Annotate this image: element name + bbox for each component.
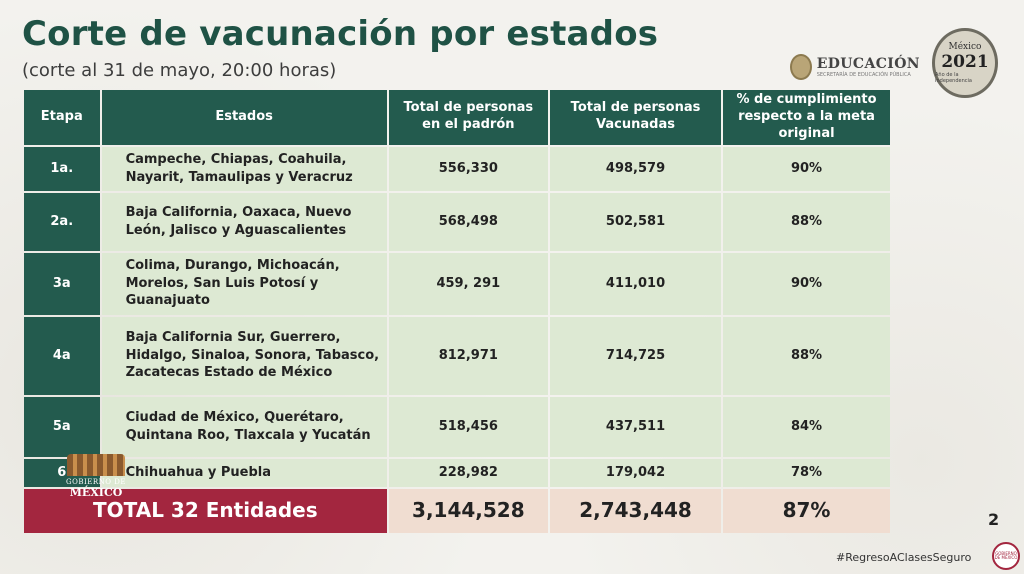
cell-pct: 84%	[723, 396, 890, 457]
gobierno-round-logo: GOBIERNO DE MÉXICO	[992, 542, 1020, 570]
cell-vacunadas: 437,511	[549, 396, 722, 457]
table-row: 5a Ciudad de México, Querétaro, Quintana…	[24, 396, 890, 457]
cell-etapa: 3a	[24, 252, 100, 315]
year-logo-year: 2021	[941, 52, 989, 72]
cell-estados: Campeche, Chiapas, Coahuila, Nayarit, Ta…	[101, 146, 387, 191]
cell-estados: Chihuahua y Puebla	[101, 458, 387, 487]
gobierno-line2: MÉXICO	[69, 486, 123, 499]
total-padron: 3,144,528	[388, 488, 548, 533]
total-pct: 87%	[723, 488, 890, 533]
cell-pct: 78%	[723, 458, 890, 487]
cell-etapa: 1a.	[24, 146, 100, 191]
table-total-row: TOTAL 32 Entidades 3,144,528 2,743,448 8…	[24, 488, 890, 533]
cell-padron: 812,971	[388, 316, 548, 395]
table-row: 3a Colima, Durango, Michoacán, Morelos, …	[24, 252, 890, 315]
year-logo-country: México	[948, 42, 982, 52]
cell-padron: 556,330	[388, 146, 548, 191]
cell-pct: 90%	[723, 146, 890, 191]
header-vacunadas: Total de personas Vacunadas	[549, 90, 722, 145]
cell-etapa: 4a	[24, 316, 100, 395]
header-etapa: Etapa	[24, 90, 100, 145]
cell-vacunadas: 714,725	[549, 316, 722, 395]
cell-vacunadas: 179,042	[549, 458, 722, 487]
gobierno-figures-icon	[67, 454, 125, 476]
cell-padron: 518,456	[388, 396, 548, 457]
cell-estados: Baja California Sur, Guerrero, Hidalgo, …	[101, 316, 387, 395]
vaccination-table: Etapa Estados Total de personas en el pa…	[22, 88, 892, 535]
cell-etapa: 2a.	[24, 192, 100, 251]
total-label: TOTAL 32 Entidades	[24, 488, 387, 533]
page-title: Corte de vacunación por estados	[22, 14, 659, 54]
cell-padron: 568,498	[388, 192, 548, 251]
gobierno-mexico-logo: GOBIERNO DE MÉXICO	[56, 454, 136, 502]
total-vacunadas: 2,743,448	[549, 488, 722, 533]
year-2021-logo: México 2021 Año de la Independencia	[932, 28, 998, 98]
cell-vacunadas: 498,579	[549, 146, 722, 191]
table-row: 1a. Campeche, Chiapas, Coahuila, Nayarit…	[24, 146, 890, 191]
page-number: 2	[988, 510, 1000, 529]
cell-pct: 88%	[723, 316, 890, 395]
cell-padron: 228,982	[388, 458, 548, 487]
gobierno-line1: GOBIERNO DE	[66, 478, 126, 486]
cell-pct: 90%	[723, 252, 890, 315]
hashtag-logo-text: GOBIERNO DE MÉXICO	[994, 551, 1018, 560]
table-row: 4a Baja California Sur, Guerrero, Hidalg…	[24, 316, 890, 395]
cell-vacunadas: 502,581	[549, 192, 722, 251]
education-logo: EDUCACIÓN SECRETARÍA DE EDUCACIÓN PÚBLIC…	[790, 52, 920, 82]
table-header-row: Etapa Estados Total de personas en el pa…	[24, 90, 890, 145]
table-row: 2a. Baja California, Oaxaca, Nuevo León,…	[24, 192, 890, 251]
hashtag-label: #RegresoAClasesSeguro	[836, 551, 972, 564]
header-padron: Total de personas en el padrón	[388, 90, 548, 145]
education-sub-label: SECRETARÍA DE EDUCACIÓN PÚBLICA	[816, 72, 911, 78]
cell-estados: Baja California, Oaxaca, Nuevo León, Jal…	[101, 192, 387, 251]
cell-estados: Colima, Durango, Michoacán, Morelos, San…	[101, 252, 387, 315]
header-cumplimiento: % de cumplimiento respecto a la meta ori…	[723, 90, 890, 145]
year-logo-subtitle: Año de la Independencia	[935, 72, 972, 84]
eagle-emblem-icon	[790, 54, 812, 80]
table-row: 6 Chihuahua y Puebla 228,982 179,042 78%	[24, 458, 890, 487]
page-subtitle: (corte al 31 de mayo, 20:00 horas)	[22, 60, 337, 81]
cell-padron: 459, 291	[388, 252, 548, 315]
cell-estados: Ciudad de México, Querétaro, Quintana Ro…	[101, 396, 387, 457]
header-estados: Estados	[101, 90, 387, 145]
cell-etapa: 5a	[24, 396, 100, 457]
cell-pct: 88%	[723, 192, 890, 251]
cell-vacunadas: 411,010	[549, 252, 722, 315]
education-label: EDUCACIÓN	[816, 56, 920, 72]
